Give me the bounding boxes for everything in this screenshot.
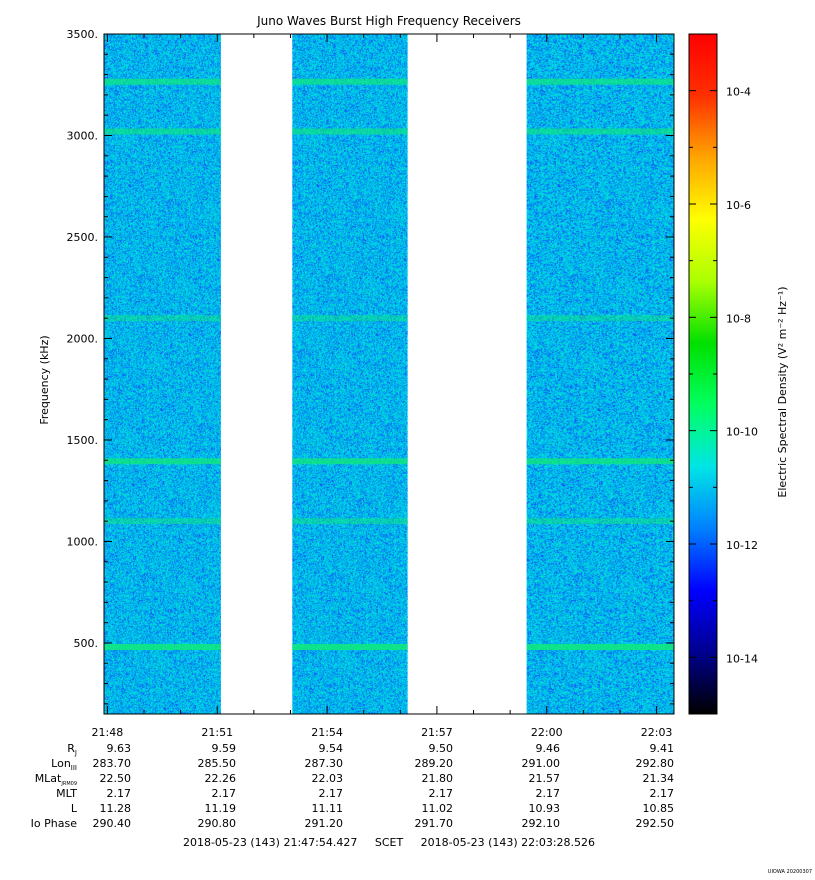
spectral-line — [104, 128, 221, 135]
ephemeris-label: MLatJRM09 — [35, 772, 77, 787]
ephemeris-value: 10.93 — [529, 802, 561, 815]
data-block — [104, 34, 221, 714]
ephemeris-value: 22.03 — [312, 772, 344, 785]
spectral-line — [292, 315, 408, 322]
x-tick-label: 22:00 — [531, 726, 563, 739]
ephemeris-value: 9.54 — [319, 742, 344, 755]
y-tick-label: 2500. — [67, 231, 99, 244]
ephemeris-value: 9.59 — [212, 742, 237, 755]
x-axis: 21:48 21:51 21:54 21:57 22:00 22:03 — [92, 34, 673, 739]
spectral-line — [104, 315, 221, 322]
ephemeris-value: 283.70 — [93, 757, 132, 770]
ephemeris-value: 11.02 — [422, 802, 454, 815]
spectral-line — [104, 78, 221, 85]
ephemeris-value: 291.20 — [305, 817, 344, 830]
data-block — [292, 34, 408, 714]
y-tick-label: 2000. — [67, 332, 99, 345]
plot-frame — [103, 33, 675, 715]
ephemeris-value: 21.57 — [529, 772, 561, 785]
spectral-lines — [104, 78, 674, 651]
spectral-line — [104, 458, 221, 465]
ephemeris-value: 10.85 — [643, 802, 675, 815]
ephemeris-value: 292.10 — [522, 817, 561, 830]
ephemeris-value: 291.70 — [415, 817, 454, 830]
data-block — [526, 34, 674, 714]
colorbar-tick-label: 10-8 — [726, 312, 751, 325]
x-tick-label: 21:48 — [92, 726, 124, 739]
spectral-line — [292, 518, 408, 525]
colorbar-gradient — [688, 33, 718, 715]
time-range-footer: 2018-05-23 (143) 21:47:54.427 SCET 2018-… — [183, 836, 595, 849]
ephemeris-label-subscript: III — [71, 764, 77, 772]
spectral-line — [526, 128, 674, 135]
y-tick-label: 1500. — [67, 434, 99, 447]
ephemeris-value: 2.17 — [429, 787, 454, 800]
spectral-line — [104, 644, 221, 651]
y-tick-label: 3500. — [67, 28, 99, 41]
colorbar-tick-label: 10-10 — [726, 426, 758, 439]
y-axis: 500. 1000. 1500. 2000. 2500. 3000. 3500. — [67, 28, 674, 705]
spectral-line — [292, 644, 408, 651]
ephemeris-value: 2.17 — [212, 787, 237, 800]
ephemeris-value: 2.17 — [536, 787, 561, 800]
colorbar-tick-label: 10-12 — [726, 539, 758, 552]
ephemeris-value: 11.19 — [205, 802, 237, 815]
ephemeris-label: Io Phase — [31, 817, 78, 830]
ephemeris-value: 22.26 — [205, 772, 237, 785]
x-tick-label: 21:54 — [311, 726, 343, 739]
x-tick-label: 22:03 — [641, 726, 673, 739]
ephemeris-value: 292.50 — [636, 817, 675, 830]
ephemeris-label-subscript: JRM09 — [60, 781, 77, 787]
spectrogram-data-area — [104, 34, 674, 714]
colorbar-tick-label: 10-6 — [726, 199, 751, 212]
spectral-line — [526, 315, 674, 322]
ephemeris-value: 22.50 — [100, 772, 132, 785]
spectral-line — [104, 518, 221, 525]
ephemeris-label: RJ — [67, 742, 77, 757]
spectral-line — [292, 128, 408, 135]
ephemeris-value: 21.34 — [643, 772, 675, 785]
spectral-line — [526, 644, 674, 651]
ephemeris-label: LonIII — [51, 757, 77, 772]
ephemeris-value: 290.80 — [198, 817, 237, 830]
ephemeris-value: 292.80 — [636, 757, 675, 770]
ephemeris-value: 287.30 — [305, 757, 344, 770]
ephemeris-value: 9.41 — [650, 742, 675, 755]
colorbar: 10-4 10-6 10-8 10-10 10-12 10-14 — [688, 33, 758, 715]
y-tick-label: 3000. — [67, 129, 99, 142]
ephemeris-label: L — [71, 802, 78, 815]
ephemeris-value: 9.50 — [429, 742, 454, 755]
ephemeris-value: 2.17 — [650, 787, 675, 800]
ephemeris-label: MLT — [56, 787, 77, 800]
ephemeris-value: 290.40 — [93, 817, 132, 830]
ephemeris-value: 21.80 — [422, 772, 454, 785]
ephemeris-label-subscript: J — [74, 749, 77, 757]
spectral-line — [292, 458, 408, 465]
colorbar-tick-label: 10-4 — [726, 86, 751, 99]
ephemeris-value: 289.20 — [415, 757, 454, 770]
colorbar-tick-label: 10-14 — [726, 652, 758, 665]
version-stamp: UIOWA 20200307 — [768, 869, 812, 875]
ephemeris-value: 291.00 — [522, 757, 561, 770]
ephemeris-value: 2.17 — [107, 787, 132, 800]
spectral-line — [526, 458, 674, 465]
spectral-line — [292, 78, 408, 85]
y-tick-label: 1000. — [67, 535, 99, 548]
ephemeris-value: 9.46 — [536, 742, 561, 755]
x-tick-label: 21:51 — [201, 726, 233, 739]
spectral-line — [526, 518, 674, 525]
spectral-line — [526, 78, 674, 85]
x-tick-label: 21:57 — [421, 726, 453, 739]
ephemeris-value: 285.50 — [198, 757, 237, 770]
ephemeris-value: 9.63 — [107, 742, 132, 755]
ephemeris-value: 11.11 — [312, 802, 344, 815]
ephemeris-table: RJ 9.63 9.59 9.54 9.50 9.46 9.41 LonIII 283.70 28… — [31, 742, 674, 830]
ephemeris-value: 2.17 — [319, 787, 344, 800]
ephemeris-value: 11.28 — [100, 802, 132, 815]
y-axis-label: Frequency (kHz) — [38, 335, 51, 424]
y-tick-label: 500. — [74, 637, 99, 650]
colorbar-label: Electric Spectral Density (V² m⁻² Hz⁻¹) — [776, 286, 789, 497]
chart-title: Juno Waves Burst High Frequency Receiver… — [256, 14, 521, 28]
